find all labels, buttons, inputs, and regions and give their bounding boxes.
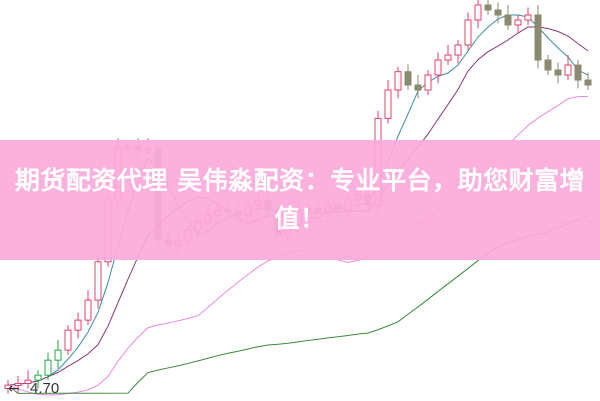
candle-body <box>64 329 72 351</box>
candle-body <box>534 14 542 61</box>
candle-body <box>484 4 492 11</box>
candle-body <box>564 64 572 76</box>
candle-body <box>84 299 92 321</box>
candle-body <box>464 19 472 46</box>
candle-body <box>544 59 552 71</box>
candle-body <box>94 261 102 301</box>
candle-body <box>514 19 522 26</box>
candle-body <box>34 374 42 381</box>
candle-body <box>4 384 12 389</box>
candle-body <box>584 79 592 86</box>
candle-body <box>454 44 462 56</box>
candle-body <box>54 349 62 361</box>
candle-body <box>394 71 402 91</box>
candle-body <box>434 59 442 76</box>
candle-body <box>574 64 582 81</box>
candle-body <box>424 74 432 91</box>
candle-body <box>414 84 422 91</box>
candle-body <box>444 54 452 61</box>
candle-body <box>404 71 412 86</box>
candle-body <box>44 359 52 376</box>
candle-body <box>384 89 392 119</box>
candle-body <box>14 382 22 386</box>
candle-body <box>504 14 512 26</box>
candle-body <box>74 319 82 331</box>
banner-text: 期货配资代理 吴伟淼配资：专业平台，助您财富增值！ <box>14 166 586 233</box>
candle-body <box>494 9 502 16</box>
promo-banner: 期货配资代理 吴伟淼配资：专业平台，助您财富增值！ <box>0 140 600 260</box>
candle-body <box>554 69 562 76</box>
low-arrow-icon: ← <box>8 381 20 397</box>
candle-body <box>24 379 32 384</box>
low-price-label: 4.70 <box>30 380 60 397</box>
candle-body <box>524 14 532 21</box>
candle-body <box>474 4 482 21</box>
